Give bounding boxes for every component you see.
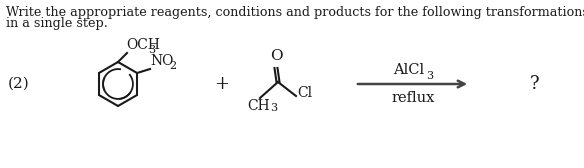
Text: 2: 2 — [169, 61, 176, 71]
Text: in a single step.: in a single step. — [6, 17, 108, 30]
Text: CH: CH — [248, 99, 270, 113]
Text: 3: 3 — [148, 45, 155, 55]
Text: reflux: reflux — [391, 91, 434, 105]
Text: Write the appropriate reagents, conditions and products for the following transf: Write the appropriate reagents, conditio… — [6, 6, 584, 19]
Text: NO: NO — [150, 54, 173, 68]
Text: 3: 3 — [426, 71, 433, 81]
Text: O: O — [270, 49, 282, 63]
Text: 3: 3 — [270, 103, 277, 113]
Text: ?: ? — [530, 75, 540, 93]
Text: (2): (2) — [8, 77, 30, 91]
Text: +: + — [214, 75, 230, 93]
Text: OCH: OCH — [126, 38, 160, 52]
Text: AlCl: AlCl — [394, 63, 425, 77]
Text: Cl: Cl — [297, 86, 312, 100]
